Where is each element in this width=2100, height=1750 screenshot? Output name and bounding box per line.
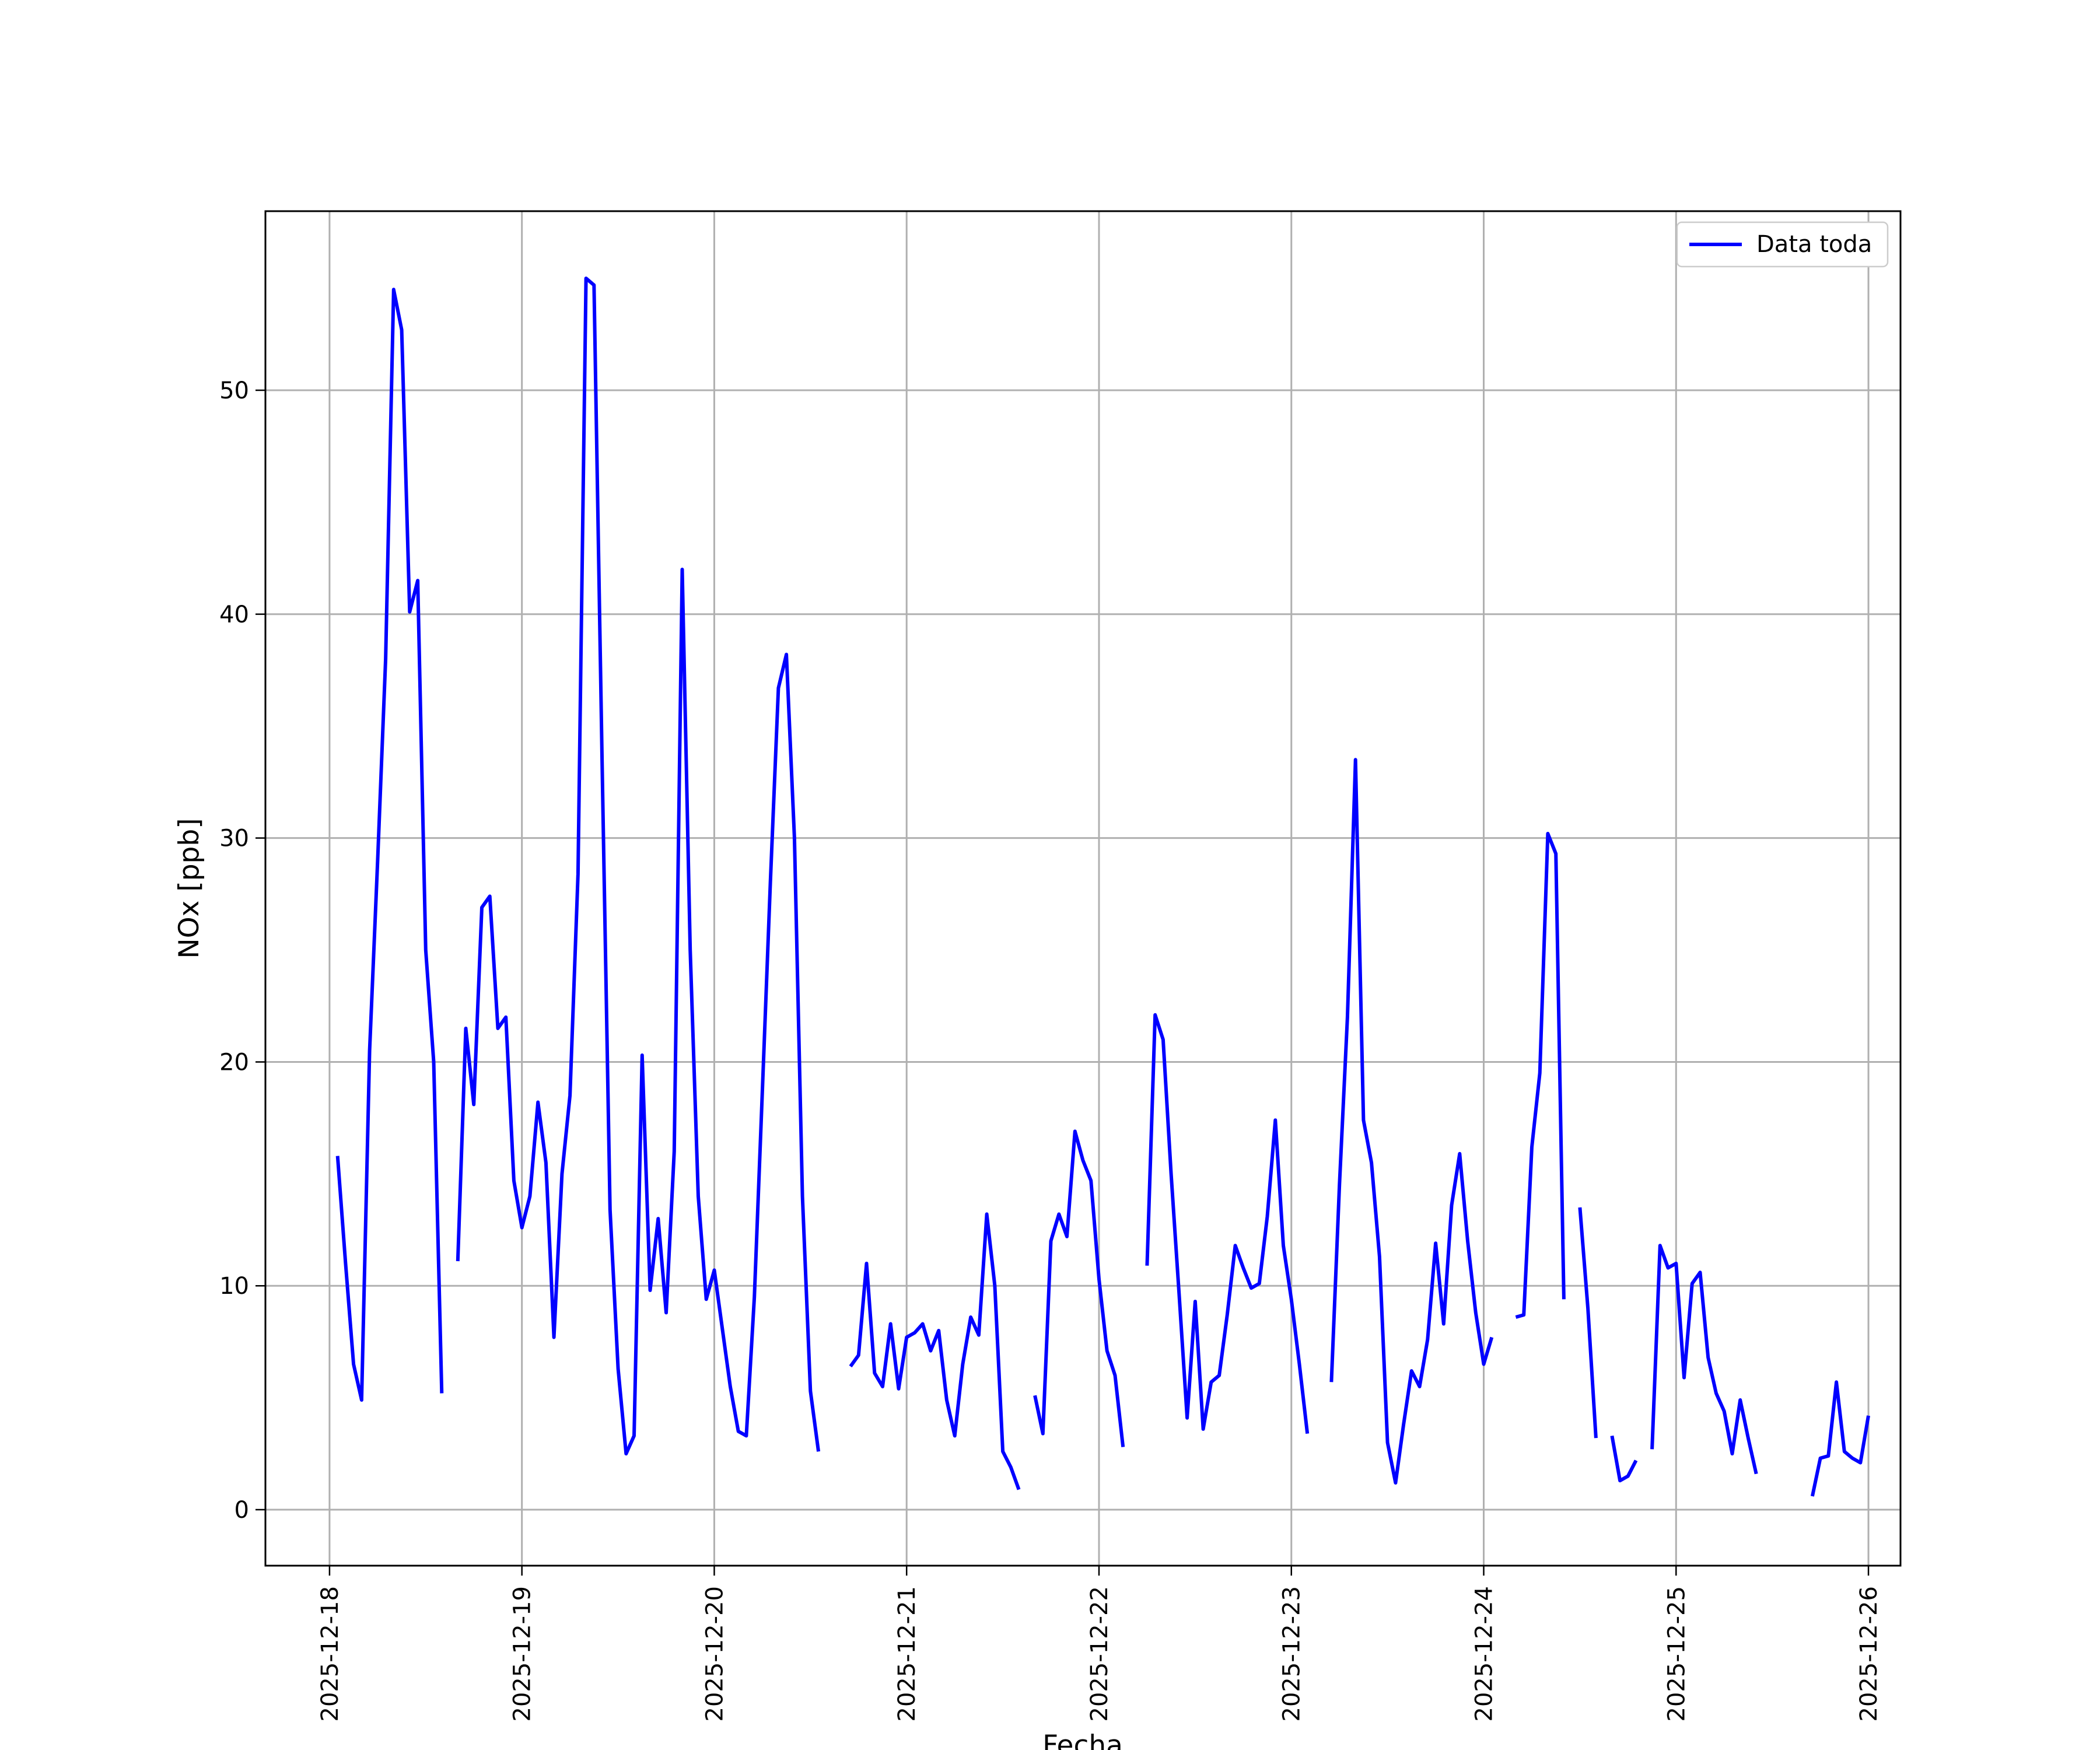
grid-lines [265, 211, 1901, 1566]
y-tick-label: 30 [219, 825, 249, 852]
x-tick-label: 2025-12-18 [317, 1586, 344, 1721]
y-axis: 0 10 20 30 40 50 [219, 377, 265, 1524]
series-line-segment [1515, 832, 1566, 1319]
x-tick-label: 2025-12-23 [1279, 1586, 1306, 1721]
legend: Data toda [1676, 221, 1889, 268]
series-line-segment [1145, 1013, 1310, 1434]
series-line-segment [335, 288, 444, 1402]
y-tick-label: 20 [219, 1049, 249, 1076]
series-line-segment [1329, 758, 1494, 1485]
series-line-segment [1810, 1380, 1870, 1497]
y-axis-title-unit: [ppb] [173, 818, 205, 891]
x-axis: 2025-12-18 2025-12-19 2025-12-20 2025-12-21… [317, 1566, 1882, 1721]
legend-box [1676, 221, 1889, 268]
series-line-segment [456, 276, 821, 1456]
x-tick-label: 2025-12-21 [894, 1586, 921, 1721]
x-axis-title: Fecha [1042, 1730, 1123, 1750]
y-tick-label: 10 [219, 1273, 249, 1300]
plot-frame [264, 210, 1902, 1567]
y-tick-label: 40 [219, 601, 249, 628]
series-lines [335, 276, 1870, 1497]
x-tick-label: 2025-12-26 [1856, 1586, 1882, 1721]
y-tick-label: 50 [219, 377, 249, 404]
legend-label: Data toda [1756, 231, 1872, 258]
series-line-segment [1610, 1435, 1638, 1483]
y-tick-label: 0 [235, 1497, 249, 1524]
x-tick-label: 2025-12-25 [1663, 1586, 1690, 1721]
x-tick-label: 2025-12-24 [1471, 1586, 1498, 1721]
series-line-segment [1650, 1244, 1758, 1475]
x-tick-label: 2025-12-20 [701, 1586, 728, 1721]
y-axis-title: NOx [ppb] [173, 818, 205, 958]
series-line-segment [849, 1212, 1021, 1490]
series-line-segment [1033, 1129, 1125, 1447]
x-tick-label: 2025-12-19 [509, 1586, 536, 1721]
y-axis-title-quantity: NOx [173, 892, 205, 959]
series-line-segment [1578, 1207, 1598, 1438]
x-tick-label: 2025-12-22 [1086, 1586, 1113, 1721]
